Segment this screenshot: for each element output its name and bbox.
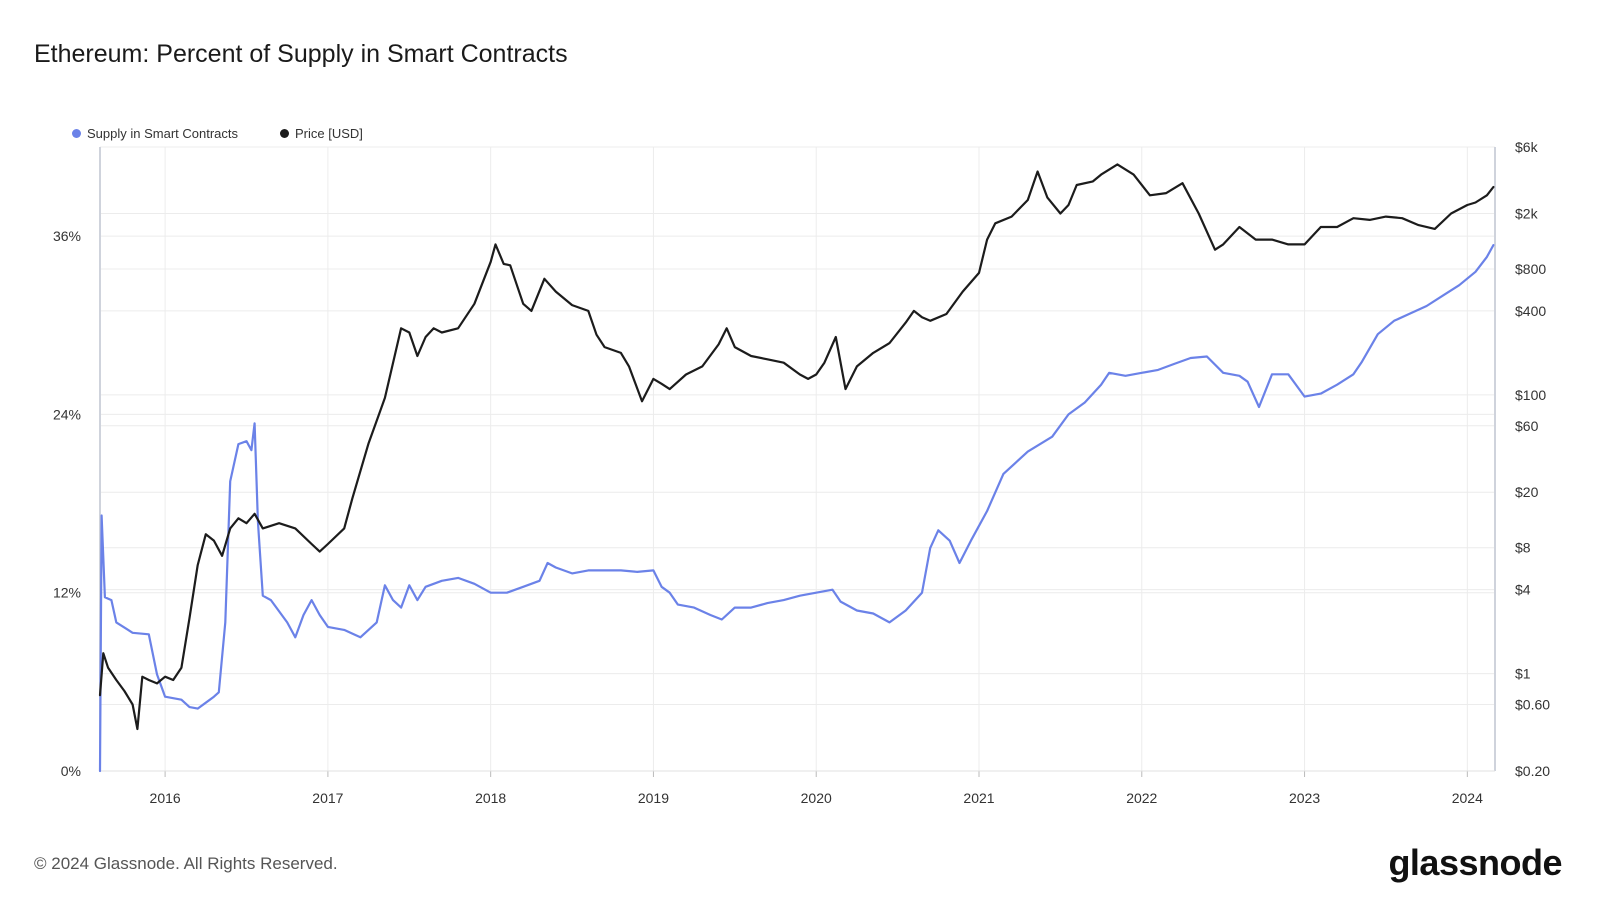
- legend-swatch-supply: [72, 129, 81, 138]
- y-right-tick-label: $2k: [1515, 205, 1539, 221]
- y-right-tick-label: $6k: [1515, 139, 1539, 155]
- x-tick-label: 2017: [312, 790, 343, 806]
- x-tick-label: 2024: [1452, 790, 1483, 806]
- series: [98, 163, 1495, 773]
- y-right-tick-label: $8: [1515, 540, 1531, 556]
- x-tick-label: 2021: [963, 790, 994, 806]
- legend-label-supply: Supply in Smart Contracts: [87, 126, 239, 141]
- x-tick-label: 2018: [475, 790, 506, 806]
- y-right-tick-label: $400: [1515, 303, 1546, 319]
- y-right-tick-label: $100: [1515, 387, 1546, 403]
- y-right-tick-label: $60: [1515, 418, 1539, 434]
- x-tick-label: 2020: [801, 790, 832, 806]
- y-left-tick-label: 0%: [61, 763, 81, 779]
- series-supply-line: [98, 244, 1495, 773]
- y-left-tick-label: 24%: [53, 406, 81, 422]
- legend-item-supply[interactable]: Supply in Smart Contracts: [72, 126, 238, 141]
- legend-item-price[interactable]: Price [USD]: [280, 126, 363, 141]
- tick-labels: $0.20 $0.60 $1 $4 $8 $20 $60 $100 $400 $800 $2k $6k…: [53, 139, 1550, 806]
- x-tick-label: 2019: [638, 790, 669, 806]
- x-tick-label: 2023: [1289, 790, 1320, 806]
- copyright-footer: © 2024 Glassnode. All Rights Reserved.: [34, 854, 338, 873]
- y-right-tick-label: $1: [1515, 666, 1531, 682]
- series-price-line: [98, 163, 1495, 731]
- legend-label-price: Price [USD]: [295, 126, 363, 141]
- legend-swatch-price: [280, 129, 290, 138]
- axes: [99, 147, 1496, 777]
- y-left-tick-label: 12%: [53, 585, 81, 601]
- grid: [100, 146, 1495, 772]
- x-tick-label: 2016: [150, 790, 181, 806]
- legend: Supply in Smart Contracts Price [USD]: [72, 126, 363, 141]
- y-right-tick-label: $20: [1515, 484, 1539, 500]
- y-right-tick-label: $800: [1515, 261, 1546, 277]
- chart-title: Ethereum: Percent of Supply in Smart Con…: [34, 40, 568, 68]
- x-tick-label: 2022: [1126, 790, 1157, 806]
- glassnode-logo: glassnode: [1388, 842, 1562, 883]
- y-right-tick-label: $0.60: [1515, 697, 1550, 713]
- y-right-tick-label: $0.20: [1515, 763, 1550, 779]
- y-right-tick-label: $4: [1515, 582, 1531, 598]
- y-left-tick-label: 36%: [53, 228, 81, 244]
